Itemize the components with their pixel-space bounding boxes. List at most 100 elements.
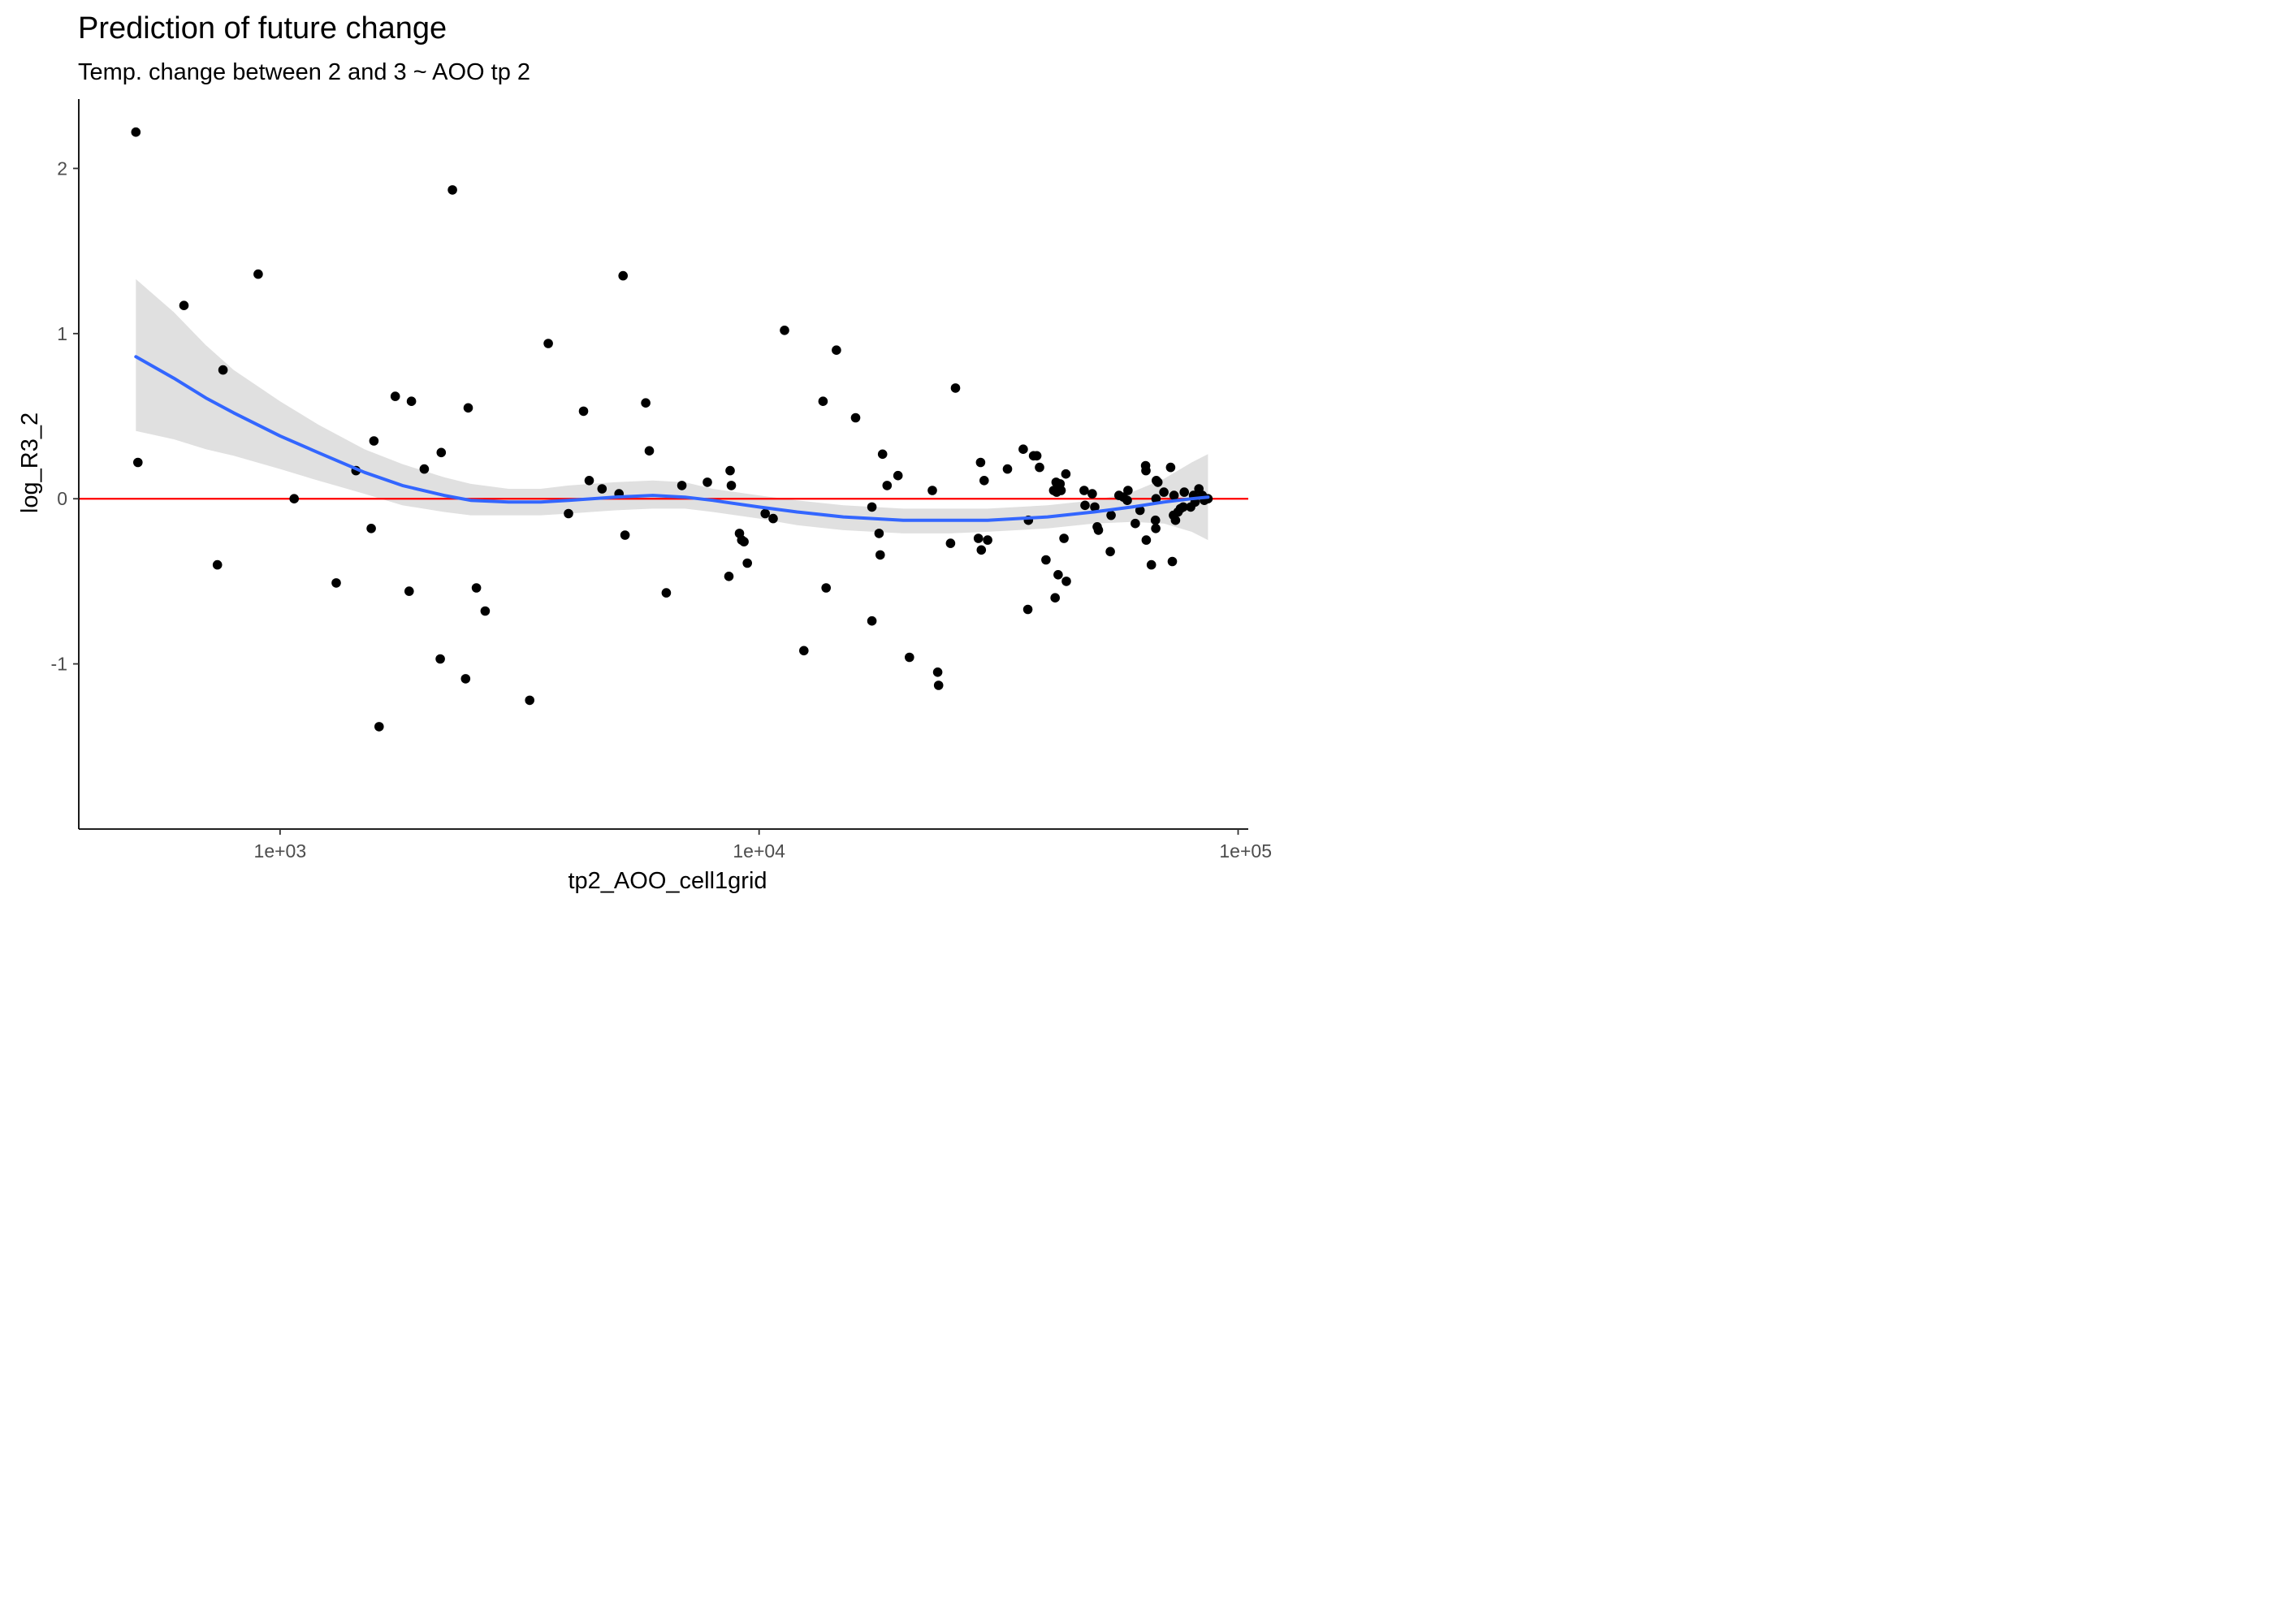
x-tick-label: 1e+05 xyxy=(1219,840,1272,862)
chart-subtitle: Temp. change between 2 and 3 ~ AOO tp 2 xyxy=(78,59,530,85)
data-point xyxy=(471,583,482,593)
data-point xyxy=(436,447,447,458)
data-point xyxy=(1035,462,1044,473)
data-point xyxy=(390,391,400,401)
data-point xyxy=(179,300,189,311)
data-point xyxy=(1141,535,1152,545)
data-point xyxy=(435,654,445,664)
data-point xyxy=(973,533,984,543)
data-point xyxy=(597,484,607,494)
data-points-layer xyxy=(131,127,1213,732)
data-point xyxy=(1178,502,1188,512)
data-point xyxy=(578,406,589,417)
data-point xyxy=(882,481,893,490)
data-point xyxy=(979,476,989,486)
data-point xyxy=(725,465,735,476)
data-point xyxy=(1031,451,1042,461)
data-point xyxy=(447,185,457,195)
data-point xyxy=(975,457,986,468)
data-point xyxy=(1159,487,1169,497)
data-point xyxy=(821,583,831,593)
data-point xyxy=(463,403,473,413)
data-point xyxy=(404,586,414,596)
data-point xyxy=(289,494,300,503)
data-point xyxy=(927,486,937,495)
data-point xyxy=(893,470,903,481)
data-point xyxy=(677,481,687,490)
data-point xyxy=(799,646,809,656)
data-point xyxy=(1141,465,1151,476)
data-point xyxy=(780,326,789,335)
data-point xyxy=(739,537,749,546)
data-point xyxy=(1167,556,1178,567)
data-point xyxy=(874,529,884,538)
data-point xyxy=(1022,604,1033,615)
y-axis-title: log_R3_2 xyxy=(17,412,43,513)
data-point xyxy=(369,436,379,446)
data-point xyxy=(1061,469,1071,479)
data-point xyxy=(1090,502,1100,512)
data-point xyxy=(618,270,628,281)
data-point xyxy=(1061,577,1071,586)
data-point xyxy=(1170,515,1181,525)
y-tick-label: 2 xyxy=(57,158,67,179)
data-point xyxy=(331,578,341,588)
data-point xyxy=(661,588,672,598)
data-point xyxy=(584,476,594,486)
scatter-chart: Prediction of future change Temp. change… xyxy=(17,11,1272,894)
data-point xyxy=(877,449,888,460)
data-point xyxy=(480,606,491,616)
data-point xyxy=(1151,494,1161,503)
data-point xyxy=(419,464,430,474)
data-point xyxy=(867,615,877,626)
data-point xyxy=(768,513,778,524)
smooth-line xyxy=(134,355,1210,522)
data-point xyxy=(1080,500,1090,511)
data-point xyxy=(641,398,651,408)
data-point xyxy=(905,652,914,663)
data-point xyxy=(406,396,417,407)
data-point xyxy=(1002,464,1013,474)
y-tick-label: 1 xyxy=(57,323,67,344)
data-point xyxy=(1053,570,1063,580)
data-point xyxy=(1041,555,1051,565)
data-point xyxy=(1050,593,1060,603)
data-point xyxy=(133,457,143,468)
data-point xyxy=(525,695,534,706)
data-point xyxy=(832,345,841,356)
data-point xyxy=(950,383,961,393)
x-axis-title: tp2_AOO_cell1grid xyxy=(568,868,767,894)
data-point xyxy=(1169,490,1179,500)
data-point xyxy=(1152,477,1163,487)
data-point xyxy=(644,446,655,456)
confidence-band-layer xyxy=(136,279,1208,541)
x-axis-ticks: 1e+03 1e+04 1e+05 xyxy=(254,829,1272,862)
data-point xyxy=(983,535,992,545)
data-point xyxy=(620,530,630,540)
data-point xyxy=(760,508,770,519)
data-point xyxy=(976,545,987,555)
x-tick-label: 1e+03 xyxy=(254,840,307,862)
data-point xyxy=(1106,510,1116,520)
data-point xyxy=(1146,559,1156,570)
y-tick-label: -1 xyxy=(51,654,67,675)
data-point xyxy=(460,674,471,684)
data-point xyxy=(867,502,877,512)
data-point xyxy=(875,550,885,560)
data-point xyxy=(933,680,944,690)
data-point xyxy=(1165,462,1176,473)
data-point xyxy=(742,558,752,568)
data-point xyxy=(218,365,228,375)
data-point xyxy=(1059,533,1069,543)
data-point xyxy=(1131,518,1140,529)
data-point xyxy=(1150,515,1161,525)
data-point xyxy=(1122,495,1132,505)
data-point xyxy=(1087,489,1097,499)
data-point xyxy=(543,339,553,348)
data-point xyxy=(1179,487,1189,497)
data-point xyxy=(1123,486,1133,495)
x-tick-label: 1e+04 xyxy=(733,840,785,862)
data-point xyxy=(1135,505,1145,516)
data-point xyxy=(1018,444,1028,454)
data-point xyxy=(564,508,573,519)
